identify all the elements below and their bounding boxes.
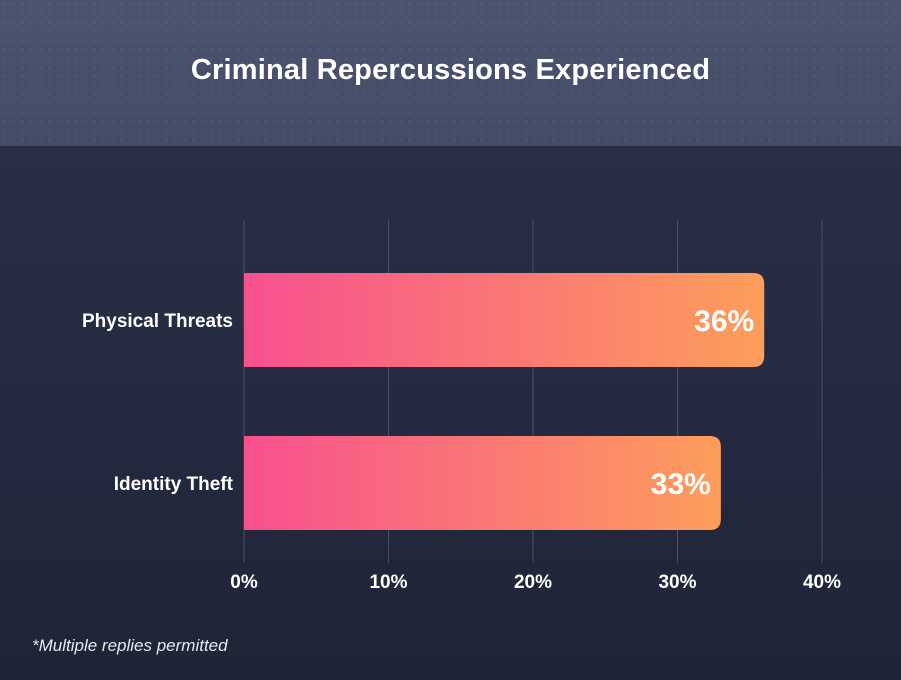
bar-value-label: 33% [651, 468, 711, 501]
x-tick-label: 10% [369, 572, 407, 593]
bar [244, 436, 721, 530]
footnote: *Multiple replies permitted [32, 636, 228, 656]
x-tick-label: 20% [514, 572, 552, 593]
category-label: Identity Theft [114, 474, 234, 495]
category-label: Physical Threats [82, 311, 233, 332]
bar-value-label: 36% [694, 305, 754, 338]
bar [244, 273, 764, 367]
x-tick-label: 30% [658, 572, 696, 593]
x-tick-label: 40% [803, 572, 841, 593]
chart-title: Criminal Repercussions Experienced [0, 54, 901, 87]
x-tick-label: 0% [230, 572, 258, 593]
